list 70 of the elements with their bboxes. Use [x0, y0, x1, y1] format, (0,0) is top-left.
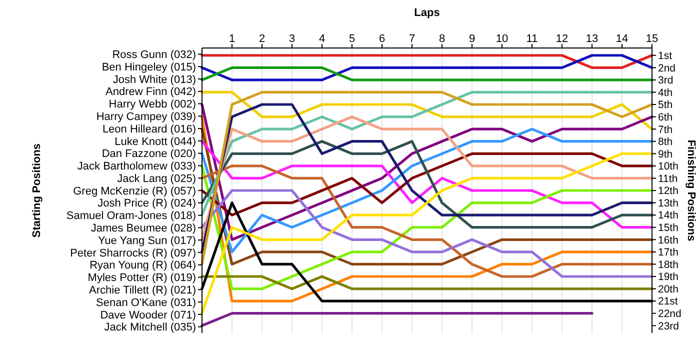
y2-tick-label: 20th	[658, 283, 679, 296]
category-label: Jack Mitchell (035)	[104, 322, 196, 334]
category-label: Ryan Young (R) (064)	[90, 260, 196, 272]
y2-tick-label: 10th	[658, 160, 679, 173]
y2-tick-label: 2nd	[658, 62, 676, 74]
y2-tick-label: 9th	[658, 148, 673, 160]
x-tick-label: 1	[228, 33, 236, 45]
category-label: Senan O'Kane (031)	[96, 296, 196, 309]
y2-tick-label: 4th	[658, 86, 673, 99]
category-label: Dave Wooder (071)	[100, 309, 196, 322]
y2-tick-label: 5th	[658, 99, 673, 112]
y2-tick-label: 19th	[658, 271, 679, 284]
text: Starting Positions	[31, 143, 43, 238]
y2-tick-label: 18th	[658, 258, 679, 271]
y2-tick-label: 13th	[658, 197, 679, 210]
y2-tick-label: 3rd	[658, 74, 674, 87]
y2-tick-label: 23rd	[658, 320, 680, 332]
x-tick-label: 15	[646, 33, 658, 45]
y2-tick-label: 14th	[658, 210, 679, 222]
y2-tick-label: 16th	[658, 234, 679, 246]
x-tick-label: 12	[556, 33, 568, 45]
x-tick-label: 14	[616, 33, 628, 45]
category-label: Ben Hingeley (015)	[102, 61, 196, 74]
category-label: Jack Bartholomew (033)	[77, 160, 196, 173]
y2-tick-label: 22nd	[658, 308, 682, 320]
y2-tick-label: 15th	[658, 222, 679, 234]
category-label: Peter Sharrocks (R) (097)	[70, 247, 196, 260]
y2-tick-label: 21st	[658, 296, 678, 308]
category-label: Harry Campey (039)	[96, 111, 196, 123]
y2-tick-label: 6th	[658, 111, 673, 124]
category-label: Josh Price (R) (024)	[98, 198, 196, 210]
category-label: Archie Tillett (R) (021)	[89, 284, 196, 296]
y2-tick-label: 17th	[658, 246, 679, 259]
x-tick-label: 9	[468, 33, 476, 45]
category-label: Yue Yang Sun (017)	[98, 234, 196, 247]
category-label: Leon Hilleard (016)	[102, 123, 196, 136]
x-tick-label: 6	[378, 33, 386, 45]
x-tick-label: 2	[258, 33, 266, 45]
line-series	[200, 189, 654, 278]
y2-tick-label: 8th	[658, 136, 673, 148]
category-label: Andrew Finn (042)	[106, 86, 196, 98]
category-label: Myles Potter (R) (019)	[88, 272, 196, 284]
category-label: Harry Webb (002)	[108, 98, 196, 111]
category-label: Luke Knott (044)	[114, 136, 196, 148]
x-tick-label: 13	[586, 33, 598, 45]
x-tick-label: 11	[526, 33, 538, 45]
category-label: Samuel Oram-Jones (018)	[66, 210, 196, 222]
y2-tick-label: 1st	[658, 50, 672, 62]
x-tick-label: 3	[288, 33, 296, 45]
line-series	[200, 90, 654, 130]
y2-tick-label: 11th	[658, 172, 678, 185]
x-tick-label: 10	[496, 33, 508, 45]
category-label: Jack Lang (025)	[117, 172, 196, 185]
category-label: Josh White (013)	[112, 74, 196, 86]
y2-axis-title: Finishing Positions	[685, 140, 697, 242]
category-label: Greg McKenzie (R) (057)	[73, 185, 196, 198]
line-series	[200, 152, 654, 315]
line-series	[200, 152, 654, 216]
y2-tick-label: 12th	[658, 185, 679, 198]
x-tick-label: 7	[408, 33, 416, 45]
x-tick-label: 4	[318, 33, 326, 45]
category-label: Ross Gunn (032)	[112, 49, 196, 62]
x-tick-label: 8	[438, 33, 446, 45]
y2-tick-label: 7th	[658, 124, 673, 136]
x-axis-title: Laps	[414, 7, 440, 19]
category-label: James Beumee (028)	[90, 222, 196, 235]
category-label: Dan Fazzone (020)	[102, 148, 196, 160]
x-tick-label: 5	[348, 33, 356, 45]
line-series	[200, 90, 654, 216]
line-series	[200, 140, 654, 229]
